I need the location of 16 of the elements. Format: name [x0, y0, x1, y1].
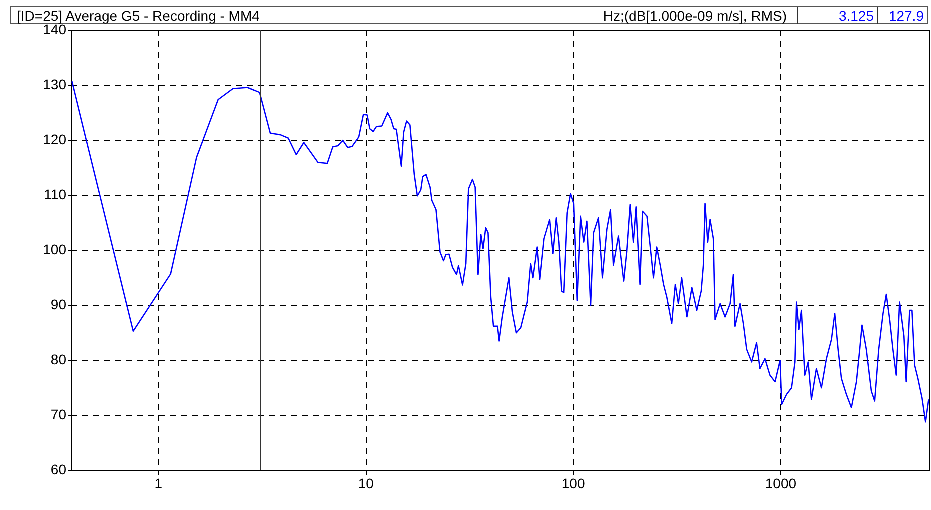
y-tick-label: 100: [43, 242, 67, 258]
y-tick-label: 70: [50, 406, 67, 422]
text: 127.9: [877, 7, 927, 25]
chart-title: [ID=25] Average G5 - Recording - MM4: [17, 7, 260, 24]
y-tick-label: 130: [43, 76, 67, 92]
y-tick-label: 110: [44, 186, 67, 202]
x-tick-label: 10: [358, 476, 374, 492]
x-tick-label: 1000: [765, 476, 797, 492]
y-tick-label: 120: [43, 132, 67, 148]
text: 3.125: [797, 7, 877, 25]
y-tick-label: 60: [50, 462, 67, 478]
x-tick-label: 100: [562, 476, 586, 492]
chart-subtitle: Hz;(dB[1.000e-09 m/s], RMS): [603, 7, 787, 25]
y-tick-label: 80: [50, 352, 67, 368]
x-tick-label: 1: [154, 476, 163, 492]
y-tick-label: 90: [50, 296, 67, 312]
